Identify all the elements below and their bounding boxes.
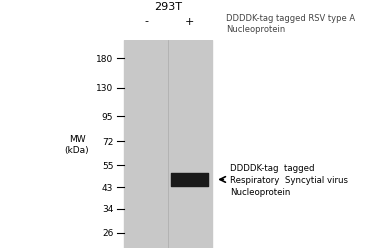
Text: MW
(kDa): MW (kDa): [65, 135, 89, 154]
Text: -: -: [144, 16, 148, 26]
Bar: [124, 41, 212, 248]
Text: 55: 55: [102, 161, 113, 170]
Text: DDDDK-tag tagged RSV type A
Nucleoprotein: DDDDK-tag tagged RSV type A Nucleoprotei…: [226, 14, 355, 34]
Text: 72: 72: [102, 137, 113, 146]
Text: 95: 95: [102, 112, 113, 121]
Text: 34: 34: [102, 204, 113, 213]
Text: 130: 130: [96, 84, 113, 93]
Text: 293T: 293T: [154, 2, 182, 12]
Text: DDDDK-tag  tagged
Respiratory  Syncytial virus
Nucleoprotein: DDDDK-tag tagged Respiratory Syncytial v…: [230, 164, 348, 196]
Text: 26: 26: [102, 228, 113, 237]
Text: 43: 43: [102, 183, 113, 192]
Text: +: +: [185, 16, 194, 26]
Text: 180: 180: [96, 55, 113, 64]
